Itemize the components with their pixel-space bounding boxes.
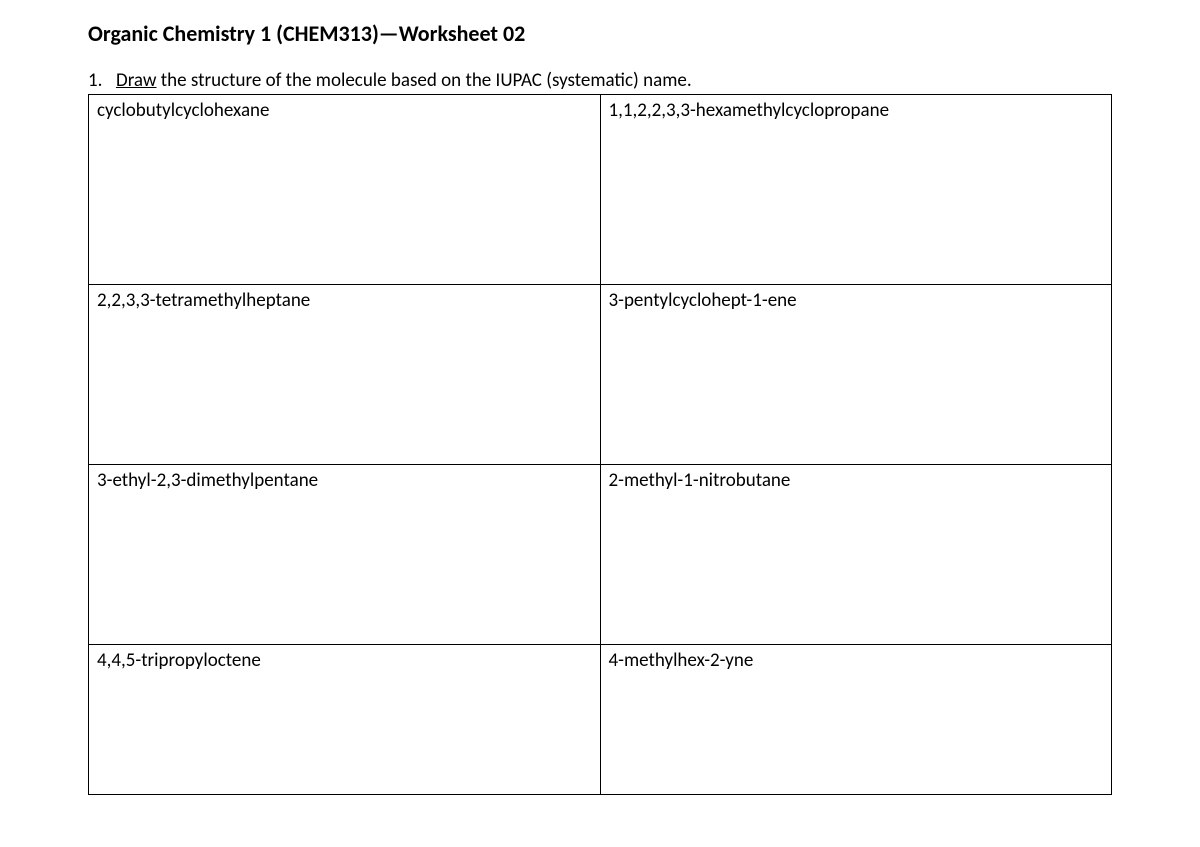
table-row: 3-ethyl-2,3-dimethylpentane 2-methyl-1-n… (89, 465, 1112, 645)
question-underlined: Draw (116, 69, 156, 92)
table-cell: 2,2,3,3-tetramethylheptane (89, 285, 601, 465)
question-number: 1. (88, 69, 116, 92)
table-cell: 4-methylhex-2-yne (600, 645, 1112, 795)
table-cell: 3-ethyl-2,3-dimethylpentane (89, 465, 601, 645)
table-row: cyclobutylcyclohexane 1,1,2,2,3,3-hexame… (89, 95, 1112, 285)
molecule-table: cyclobutylcyclohexane 1,1,2,2,3,3-hexame… (88, 94, 1112, 795)
question-rest: the structure of the molecule based on t… (156, 69, 691, 92)
worksheet-title: Organic Chemistry 1 (CHEM313)—Worksheet … (88, 20, 1112, 47)
table-cell: 3-pentylcyclohept-1-ene (600, 285, 1112, 465)
table-cell: 4,4,5-tripropyloctene (89, 645, 601, 795)
table-cell: 2-methyl-1-nitrobutane (600, 465, 1112, 645)
table-cell: 1,1,2,2,3,3-hexamethylcyclopropane (600, 95, 1112, 285)
question-prompt: 1.Draw the structure of the molecule bas… (88, 69, 1112, 92)
table-cell: cyclobutylcyclohexane (89, 95, 601, 285)
table-row: 2,2,3,3-tetramethylheptane 3-pentylcyclo… (89, 285, 1112, 465)
table-row: 4,4,5-tripropyloctene 4-methylhex-2-yne (89, 645, 1112, 795)
worksheet-page: Organic Chemistry 1 (CHEM313)—Worksheet … (0, 20, 1200, 795)
